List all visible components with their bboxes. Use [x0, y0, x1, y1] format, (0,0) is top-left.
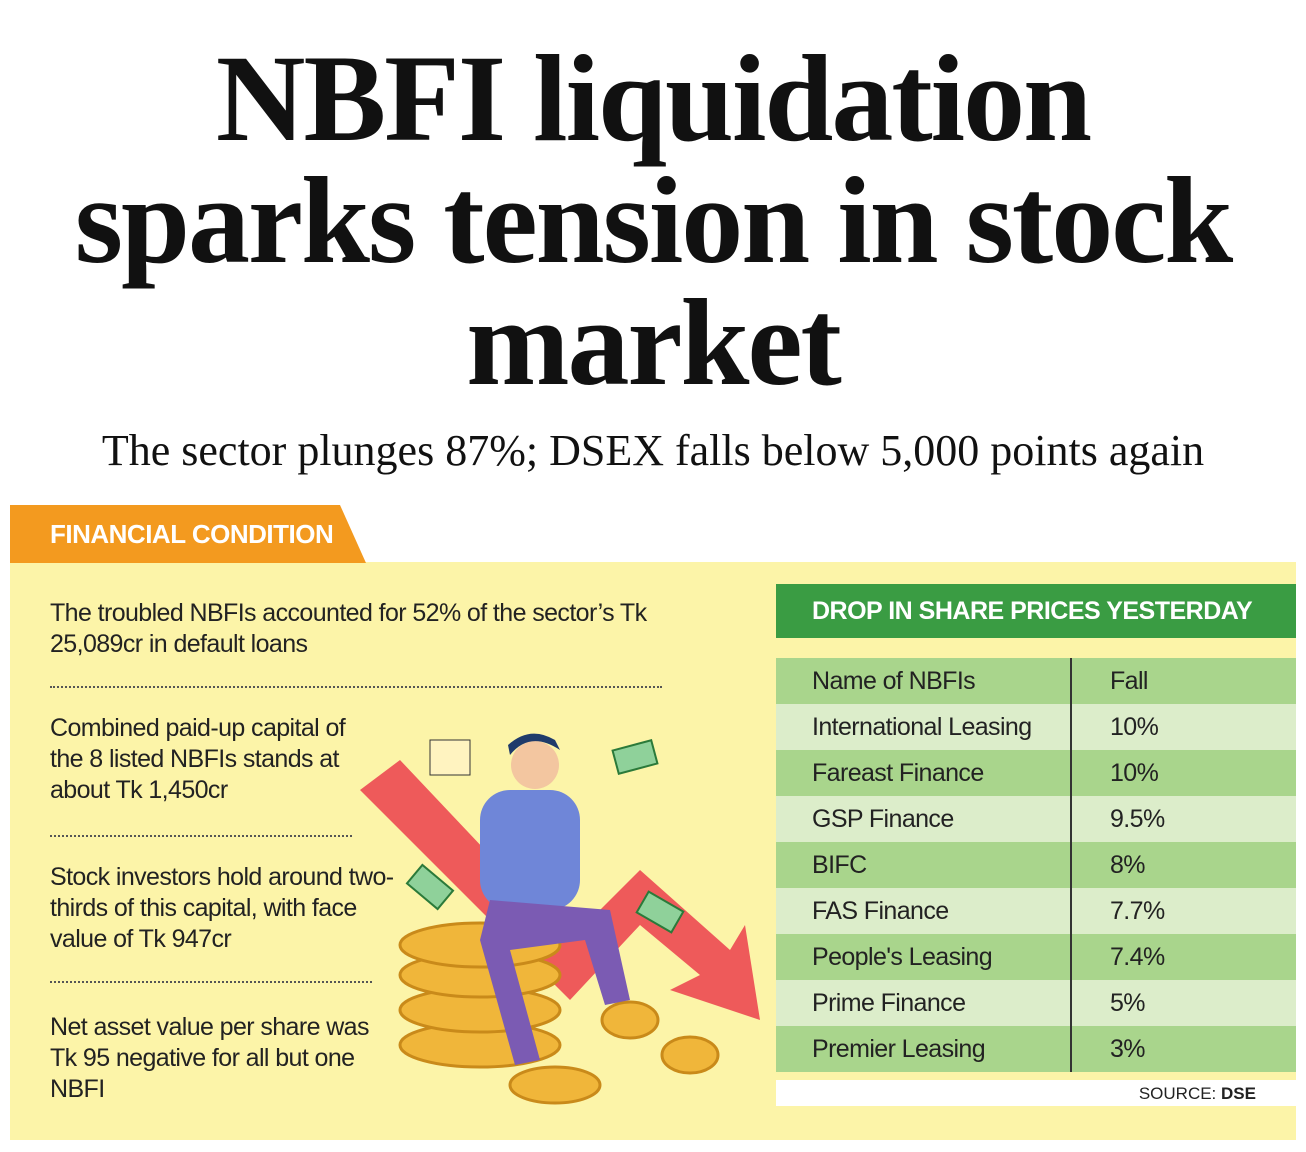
- person: [480, 733, 630, 1065]
- cell: 7.4%: [1110, 943, 1165, 971]
- separator: [50, 835, 352, 837]
- source: SOURCE: DSE: [776, 1080, 1296, 1106]
- coins: [398, 921, 720, 1105]
- cell: 10%: [1110, 759, 1159, 787]
- column-header: Name of NBFIs: [776, 658, 1072, 704]
- falling-arrow: [360, 760, 760, 1020]
- cell: International Leasing: [776, 704, 1072, 750]
- fact-text: The troubled NBFIs accounted for 52% of …: [50, 599, 647, 658]
- cell: FAS Finance: [776, 888, 1072, 934]
- cell: 7.7%: [1110, 897, 1165, 925]
- separator: [50, 981, 372, 983]
- fact-text: Net asset value per share was Tk 95 nega…: [50, 1013, 369, 1103]
- cell: GSP Finance: [776, 796, 1072, 842]
- table-row: Premier Leasing 3%: [776, 1026, 1296, 1072]
- cell: 5%: [1110, 989, 1146, 1017]
- money: [405, 739, 685, 934]
- table-row: International Leasing 10%: [776, 704, 1296, 750]
- table: Name of NBFIs Fall International Leasing 10…: [776, 658, 1296, 1072]
- cell: 10%: [1110, 713, 1159, 741]
- table-row: People's Leasing 7.4%: [776, 934, 1296, 980]
- fact-text: Combined paid-up capital of the 8 listed…: [50, 714, 346, 804]
- cell: Premier Leasing: [776, 1026, 1072, 1072]
- source-label: SOURCE:: [1138, 1084, 1217, 1103]
- cell: BIFC: [776, 842, 1072, 888]
- cell: Prime Finance: [776, 980, 1072, 1026]
- cell: People's Leasing: [776, 934, 1072, 980]
- column-header: Fall: [1110, 667, 1148, 695]
- cell: 8%: [1110, 851, 1146, 879]
- header-row: Name of NBFIs Fall: [776, 658, 1296, 704]
- table-title: DROP IN SHARE PRICES YESTERDAY: [776, 584, 1296, 638]
- table-row: BIFC 8%: [776, 842, 1296, 888]
- section-label: FINANCIAL CONDITION: [10, 505, 366, 563]
- illustration: [360, 733, 760, 1105]
- table-row: GSP Finance 9.5%: [776, 796, 1296, 842]
- cell: 9.5%: [1110, 805, 1165, 833]
- title: NBFI liquidation sparks tension in stock…: [74, 30, 1233, 411]
- table-row: Prime Finance 5%: [776, 980, 1296, 1026]
- separator: [50, 686, 662, 688]
- cell: Fareast Finance: [776, 750, 1072, 796]
- subtitle: The sector plunges 87%; DSEX falls below…: [101, 426, 1205, 475]
- source-name: DSE: [1221, 1084, 1256, 1103]
- fact-text: Stock investors hold around two-thirds o…: [50, 863, 394, 953]
- table-row: FAS Finance 7.7%: [776, 888, 1296, 934]
- cell: 3%: [1110, 1035, 1146, 1063]
- table-row: Fareast Finance 10%: [776, 750, 1296, 796]
- alert-bubble: [429, 739, 471, 776]
